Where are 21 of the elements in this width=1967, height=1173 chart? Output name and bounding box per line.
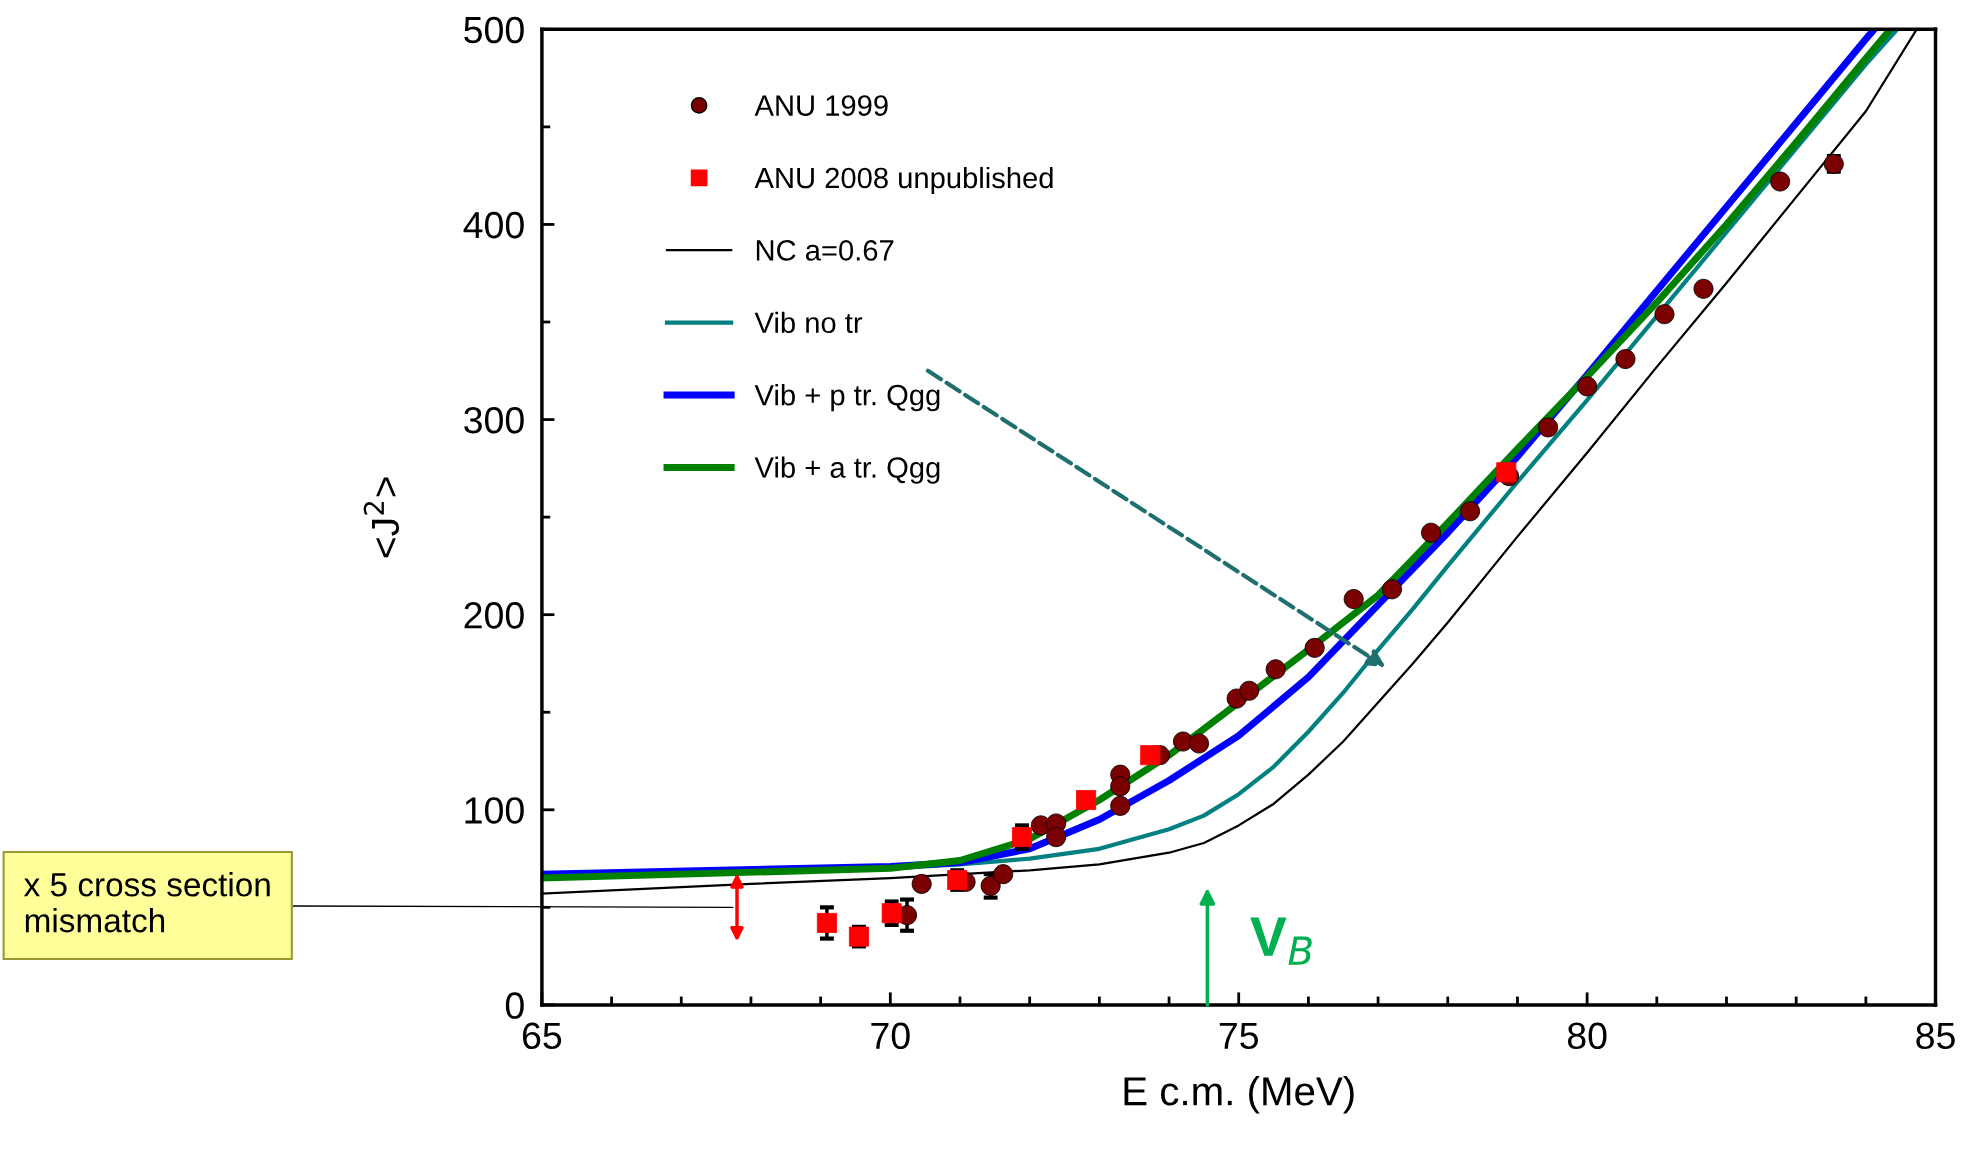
y-tick-label: 0 [505,992,524,1019]
y-tick-label: 500 [464,16,524,44]
x-axis-title: E c.m. (MeV) [1124,1075,1354,1114]
legend-label: Vib no tr [754,311,863,334]
x-tick-label: 70 [871,1022,910,1050]
legend-label: Vib + p tr. Qgg [754,384,940,412]
y-tick-label: 300 [464,406,524,434]
text: x 5 cross section mismatch [23,872,270,933]
y-tick-label: 200 [464,602,524,629]
y-tick-label: 400 [463,211,524,239]
x-tick-label: 80 [1567,1022,1607,1050]
x-tick-label: 65 [522,1022,562,1050]
y-tick-label: 100 [465,797,524,824]
x-tick-label: 85 [1916,1022,1955,1050]
x-tick-label: 75 [1219,1022,1258,1050]
y-axis-title: <J$^{2}$> [363,477,400,558]
legend-label: ANU 2008 unpublished [754,166,1053,195]
legend-label: ANU 1999 [754,95,888,116]
legend-label: NC a=0.67 [756,240,894,261]
annotation: V$_{B}$ [1250,917,1312,965]
legend-label: Vib + a tr. Qgg [754,456,940,484]
